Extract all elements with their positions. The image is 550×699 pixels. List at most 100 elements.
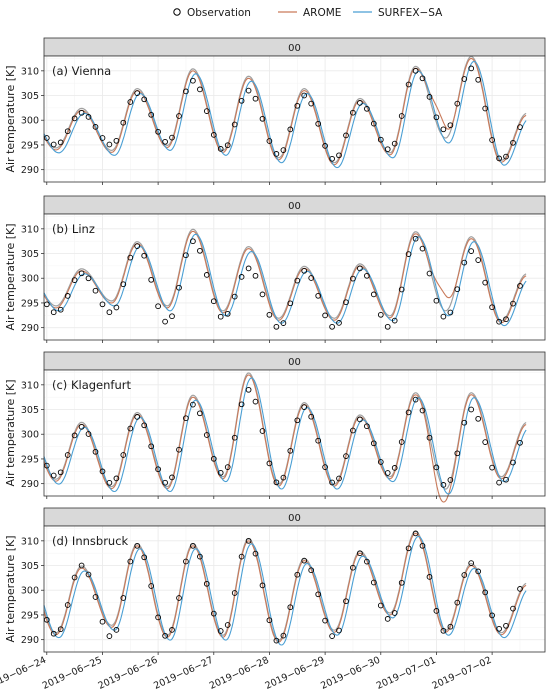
observation-point xyxy=(176,284,182,291)
series-line-surfex xyxy=(43,60,527,169)
observation-point xyxy=(106,479,113,486)
x-tick-label: 2019−06−27 xyxy=(152,655,215,692)
observation-point xyxy=(329,633,335,639)
observation-point xyxy=(273,637,280,644)
observation-point xyxy=(489,137,495,143)
observation-point xyxy=(336,627,342,634)
observation-point xyxy=(190,401,196,408)
observation-point xyxy=(384,146,391,153)
observation-point xyxy=(155,614,161,621)
observation-point xyxy=(287,604,294,611)
observation-point xyxy=(433,464,440,471)
observation-point xyxy=(141,422,148,429)
observation-points xyxy=(43,386,523,488)
observation-point xyxy=(426,434,433,441)
observation-point xyxy=(405,81,412,88)
observation-point xyxy=(503,622,509,629)
observation-point xyxy=(231,434,238,441)
observation-point xyxy=(322,143,328,149)
observation-point xyxy=(148,276,155,283)
y-tick-label: 290 xyxy=(21,479,39,490)
station-label: (c) Klagenfurt xyxy=(52,378,131,392)
x-axis: 2019−06−242019−06−252019−06−262019−06−27… xyxy=(0,655,493,692)
observation-point xyxy=(419,542,426,549)
observation-point xyxy=(183,415,189,422)
observation-point xyxy=(224,464,231,470)
observation-point xyxy=(224,310,231,317)
observation-point xyxy=(85,571,92,578)
observation-point xyxy=(245,265,252,272)
observation-point xyxy=(231,590,238,596)
observation-points xyxy=(43,235,523,330)
observation-points xyxy=(43,530,523,644)
observation-point xyxy=(377,311,384,318)
observation-point xyxy=(155,303,161,310)
observation-point xyxy=(155,466,161,473)
observation-point xyxy=(92,448,99,455)
observation-point xyxy=(176,595,182,601)
observation-point xyxy=(294,277,301,284)
observation-point xyxy=(357,416,363,423)
observation-point xyxy=(364,558,370,565)
observation-point xyxy=(336,475,342,482)
observation-point xyxy=(391,317,398,324)
observation-point xyxy=(447,623,454,630)
observation-point xyxy=(510,300,516,307)
observation-point xyxy=(183,252,189,259)
observation-point xyxy=(336,320,342,326)
observation-point xyxy=(203,432,210,438)
observation-point xyxy=(50,309,57,316)
panel-3: 00 (d) Innsbruck 290 295 300 305 310 Air temper… xyxy=(4,507,546,655)
x-tick-label: 2019−06−24 xyxy=(0,655,48,692)
x-tick-label: 2019−06−26 xyxy=(96,655,159,692)
observation-point xyxy=(57,469,64,476)
observation-point xyxy=(169,313,175,320)
x-tick-label: 2019−07−01 xyxy=(375,655,438,692)
observation-point xyxy=(64,452,71,458)
observation-point xyxy=(475,76,482,83)
observation-point xyxy=(301,92,308,99)
facet-panels: 00 (a) Vienna 290 295 300 305 310 Air temperatu… xyxy=(4,37,546,655)
observation-point xyxy=(99,135,106,141)
observation-point xyxy=(454,286,461,293)
observation-point xyxy=(357,100,363,106)
observation-point xyxy=(273,479,280,486)
observation-point xyxy=(50,472,57,479)
observation-point xyxy=(461,259,468,266)
panel-border xyxy=(43,55,546,183)
observation-point xyxy=(433,114,440,121)
observation-point xyxy=(259,428,266,434)
x-tick-label: 2019−06−25 xyxy=(41,655,104,692)
observation-point xyxy=(210,455,217,462)
station-label: (b) Linz xyxy=(52,222,95,236)
observation-point xyxy=(92,594,99,600)
observation-point xyxy=(99,468,106,475)
x-tick-label: 2019−06−29 xyxy=(263,655,326,692)
observation-point xyxy=(245,537,252,544)
facet-strip-label: 00 xyxy=(288,201,301,212)
observation-point xyxy=(231,121,238,128)
observation-point xyxy=(489,464,495,471)
observation-points xyxy=(43,65,523,162)
observation-point xyxy=(92,124,99,130)
observation-point xyxy=(315,437,322,444)
observation-point xyxy=(308,567,315,574)
observation-point xyxy=(71,574,78,581)
observation-point xyxy=(503,153,509,160)
observation-point xyxy=(294,417,301,424)
observation-point xyxy=(197,86,203,93)
observation-point xyxy=(384,470,391,476)
observation-point xyxy=(78,562,85,569)
observation-point xyxy=(106,141,113,148)
y-axis-title: Air temperature [K] xyxy=(4,223,17,330)
observation-point xyxy=(266,311,273,318)
y-tick-label: 305 xyxy=(21,405,39,416)
legend-surfex-label: SURFEX−SA xyxy=(378,7,443,19)
observation-point xyxy=(496,318,502,325)
observation-point xyxy=(280,147,287,153)
facet-strip-label: 00 xyxy=(288,357,301,368)
observation-point xyxy=(336,152,342,159)
observation-point xyxy=(294,102,301,109)
observation-point xyxy=(78,423,85,430)
observation-point xyxy=(57,139,64,146)
